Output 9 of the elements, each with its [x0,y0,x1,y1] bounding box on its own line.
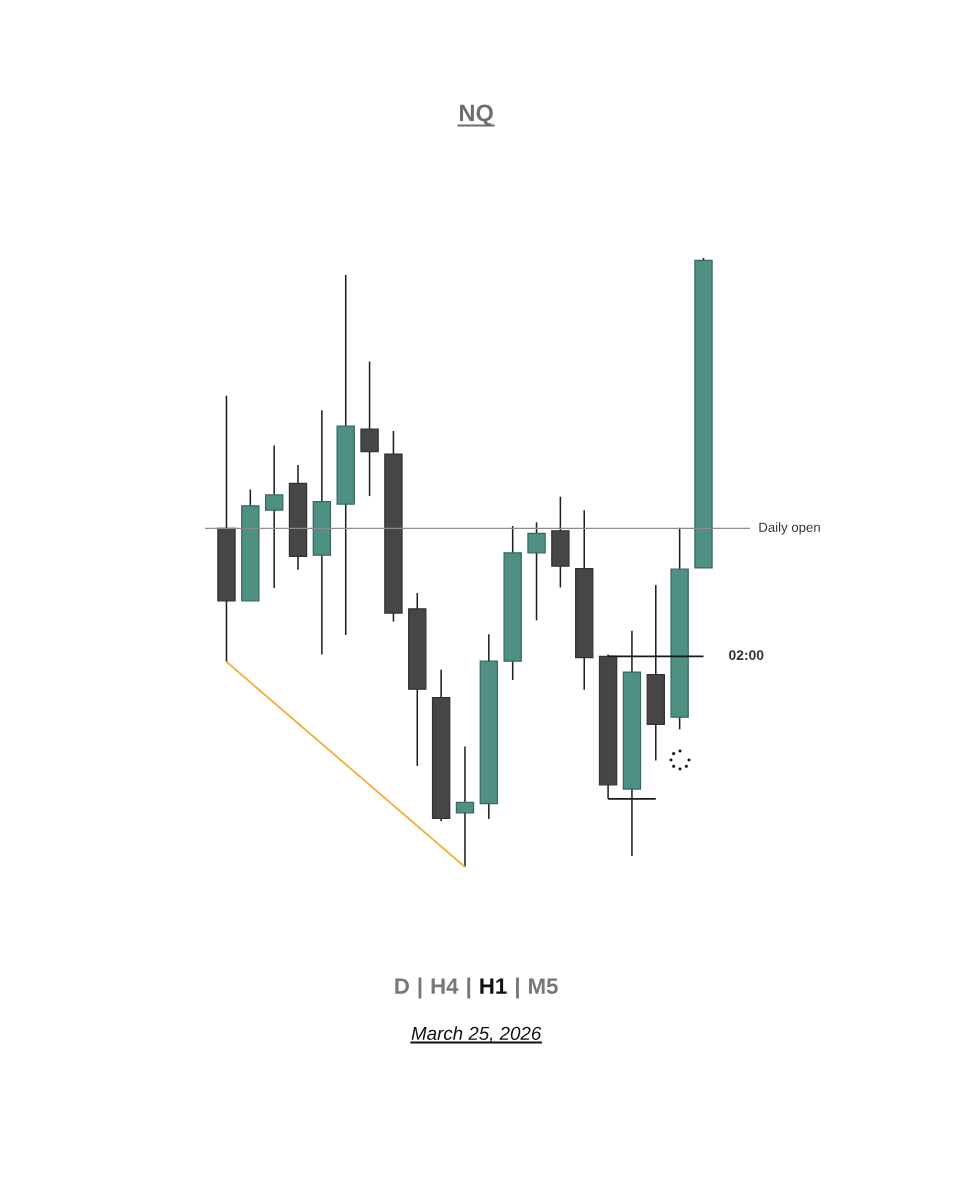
text: March 25, 2026 [411,1026,542,1043]
candlestick [455,745,475,868]
text: D | H4 | H1 | M5 [395,977,558,999]
candlestick [264,444,284,589]
candlestick [360,360,379,497]
candlestick [527,521,546,622]
ref-line-label: Daily open [759,522,820,535]
series-label: 02:00 [729,650,764,661]
chart-title: NQ [460,104,493,126]
